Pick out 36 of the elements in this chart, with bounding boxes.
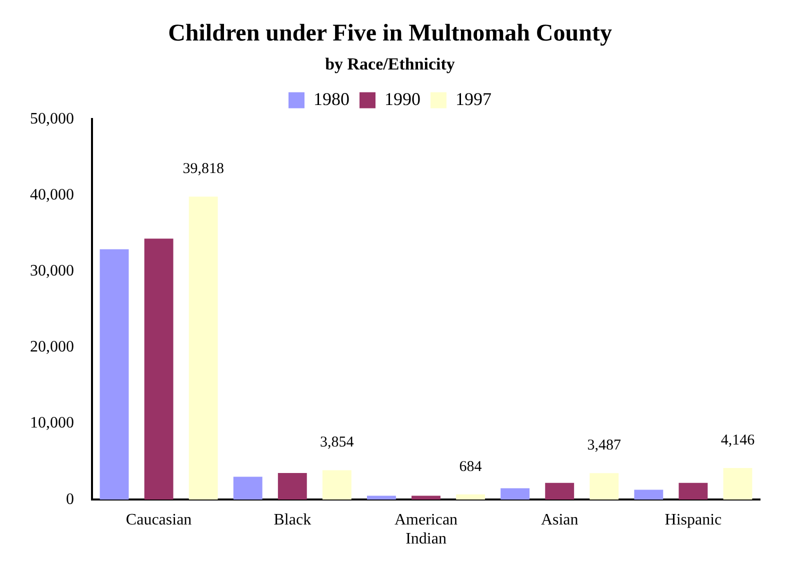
legend-label: 1990: [384, 88, 420, 109]
bar: [500, 488, 530, 500]
x-tick-label: Hispanic: [664, 511, 722, 528]
data-label: 684: [459, 458, 482, 475]
y-tick-label: 40,000: [30, 186, 74, 204]
bar: [545, 482, 574, 500]
y-tick-label: 30,000: [30, 262, 74, 280]
x-tick-label: Asian: [540, 511, 578, 528]
chart-subtitle: by Race/Ethnicity: [325, 54, 456, 74]
y-tick-label: 20,000: [30, 338, 74, 356]
bar: [723, 468, 752, 500]
data-label: 4,146: [720, 432, 756, 448]
bar: [233, 476, 262, 500]
x-tick-label: Black: [274, 511, 312, 528]
data-label: 3,854: [320, 434, 354, 451]
data-label: 39,818: [182, 161, 224, 178]
bar: [366, 496, 396, 500]
bar: [456, 494, 486, 500]
y-tick-label: 0: [66, 490, 74, 508]
bar: [100, 249, 129, 500]
legend-label: 1997: [456, 88, 492, 109]
bar: [278, 472, 307, 500]
bar: [144, 238, 174, 500]
bar: [322, 470, 352, 500]
bar: [412, 496, 440, 500]
chart-title: Children under Five in Multnomah County: [168, 20, 612, 47]
bar: [590, 473, 619, 500]
x-tick-label: American Indian: [394, 511, 458, 548]
bar: [678, 482, 708, 500]
legend-label: 1980: [314, 88, 350, 109]
bar: [634, 490, 664, 500]
bar: [188, 196, 218, 500]
y-tick-label: 50,000: [30, 110, 74, 128]
x-tick-label: Caucasian: [126, 511, 192, 528]
y-tick-label: 10,000: [30, 414, 74, 432]
data-label: 3,487: [587, 438, 622, 454]
